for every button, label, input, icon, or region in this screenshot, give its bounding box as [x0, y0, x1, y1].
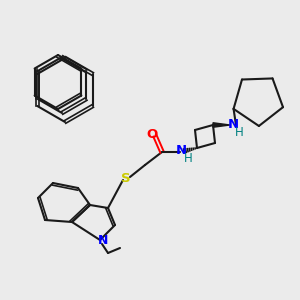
- Text: O: O: [146, 128, 158, 140]
- Text: N: N: [176, 145, 187, 158]
- Text: N: N: [227, 118, 239, 130]
- Text: H: H: [235, 125, 243, 139]
- Polygon shape: [213, 123, 230, 127]
- Text: H: H: [184, 152, 192, 166]
- Text: S: S: [121, 172, 131, 184]
- Text: N: N: [98, 235, 108, 248]
